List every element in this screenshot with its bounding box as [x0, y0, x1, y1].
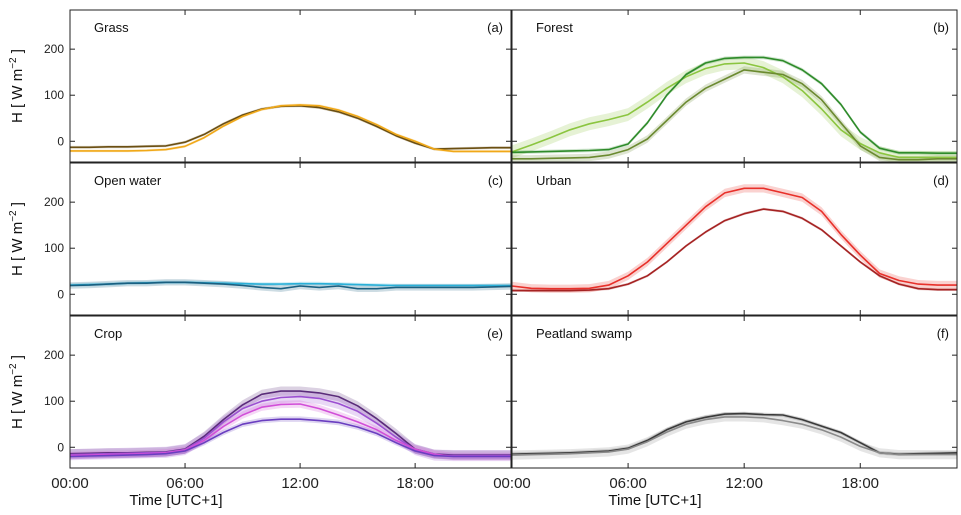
panel-peatland-swamp: Peatland swamp (f) 00:00 06:00 12:00 18:00: [493, 315, 958, 492]
x-axis-label: Time [UTC+1]: [129, 492, 222, 509]
series-2-line: [69, 281, 512, 290]
series-1-line: [511, 62, 957, 159]
panel-letter: (f): [937, 326, 949, 341]
x-tick-label: 06:00: [609, 475, 647, 492]
x-tick-label: 12:00: [725, 475, 763, 492]
panel-title: Grass: [94, 20, 129, 35]
series-3-line: [69, 403, 511, 458]
panel-title: Crop: [94, 326, 122, 341]
panel-title: Peatland swamp: [536, 326, 632, 341]
series-2-band: [512, 207, 957, 292]
series-1-band: [512, 184, 957, 293]
series-2-band: [512, 412, 957, 460]
panel-frame: [511, 315, 958, 469]
x-tick-label: 12:00: [281, 475, 319, 492]
panel-open-water: Open water (c) 0 100 200 H [ W m−2 ]: [8, 162, 512, 316]
x-tick-label: 00:00: [493, 475, 531, 492]
axis-labels: Time [UTC+1] Time [UTC+1]: [129, 492, 701, 509]
panels: Grass (a) 0 100 200 H [ W m−2 ] Forest (b) Open …: [8, 9, 958, 492]
panel-urban: Urban (d): [511, 162, 958, 316]
series-1-line: [511, 187, 957, 290]
y-tick-label: 100: [44, 88, 64, 102]
series-2-band: [70, 391, 511, 462]
y-tick-label: 0: [57, 440, 64, 454]
panel-frame: [69, 9, 512, 163]
panel-grass: Grass (a) 0 100 200 H [ W m−2 ]: [8, 9, 512, 163]
panel-frame: [511, 162, 958, 316]
y-axis-label: H [ W m−2 ]: [8, 355, 26, 429]
series-1-band: [512, 411, 957, 456]
panel-letter: (c): [488, 173, 503, 188]
x-tick-label: 18:00: [841, 475, 879, 492]
y-axis-label: H [ W m−2 ]: [8, 49, 26, 123]
x-tick-label: 18:00: [396, 475, 434, 492]
y-tick-label: 0: [57, 134, 64, 148]
series-2-line: [511, 56, 957, 154]
panel-title: Urban: [536, 173, 571, 188]
y-tick-label: 100: [44, 394, 64, 408]
panel-frame: [69, 162, 512, 316]
x-tick-label: 06:00: [166, 475, 204, 492]
panel-title: Open water: [94, 173, 162, 188]
panel-letter: (b): [933, 20, 949, 35]
y-tick-label: 100: [44, 241, 64, 255]
series-4-line: [69, 418, 511, 458]
y-tick-label: 0: [57, 287, 64, 301]
panel-letter: (d): [933, 173, 949, 188]
series-3-line: [512, 69, 957, 161]
y-axis-label: H [ W m−2 ]: [8, 202, 26, 276]
x-tick-label: 00:00: [51, 475, 89, 492]
y-tick-label: 200: [44, 42, 64, 56]
y-tick-label: 200: [44, 195, 64, 209]
panel-frame: [511, 9, 958, 163]
series-2-line: [70, 104, 511, 153]
series-1-line: [70, 105, 511, 150]
series-2-band: [512, 55, 957, 156]
panel-title: Forest: [536, 20, 573, 35]
y-tick-label: 200: [44, 348, 64, 362]
panel-crop: Crop (e) 0 100 200 00:00 06:00 12:00 18:00 H [ W …: [8, 315, 512, 492]
series-1-band: [512, 56, 957, 164]
panel-frame: [69, 315, 512, 469]
series-3-band: [512, 66, 957, 164]
series-1-band: [70, 386, 511, 460]
series-2-line: [512, 208, 957, 292]
panel-letter: (e): [487, 326, 503, 341]
series-2-line: [511, 416, 957, 456]
series-1-band: [70, 104, 511, 151]
x-axis-label: Time [UTC+1]: [608, 492, 701, 509]
panel-forest: Forest (b): [511, 9, 958, 164]
panel-letter: (a): [487, 20, 503, 35]
